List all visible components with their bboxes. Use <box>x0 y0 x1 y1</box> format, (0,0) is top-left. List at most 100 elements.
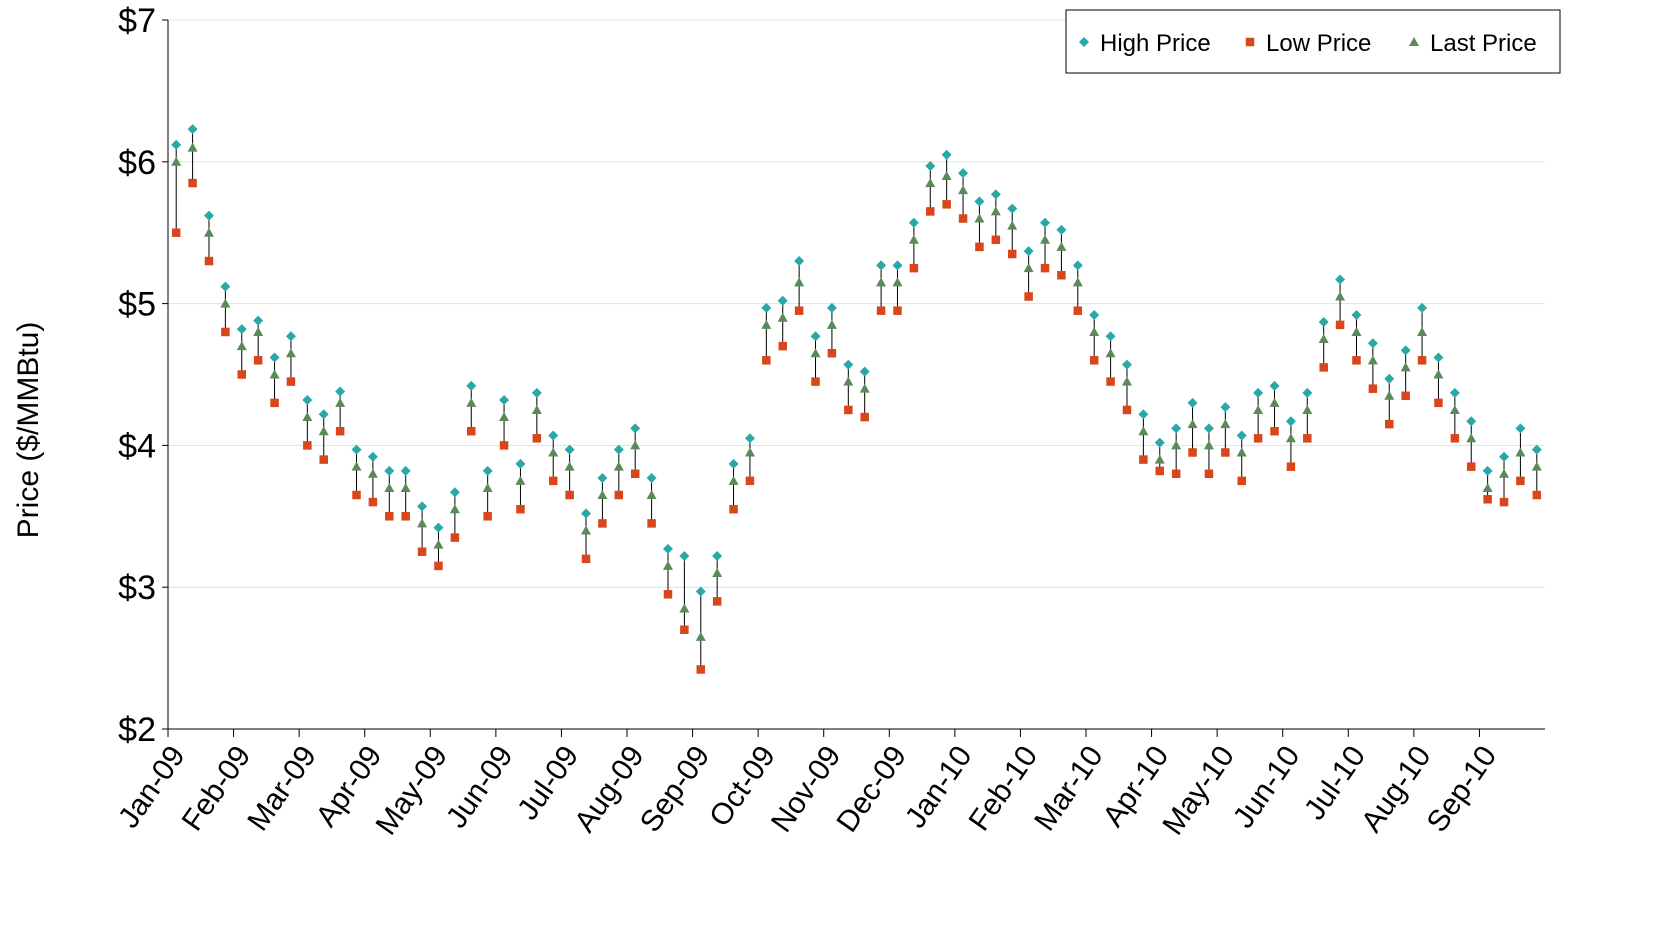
last-marker <box>1269 397 1280 407</box>
low-marker <box>1385 419 1394 429</box>
low-marker <box>778 341 787 351</box>
last-marker <box>1040 234 1051 244</box>
low-marker <box>188 178 197 188</box>
low-marker <box>1171 469 1181 479</box>
last-marker <box>1466 433 1477 443</box>
last-marker <box>384 482 395 492</box>
last-marker <box>466 397 477 407</box>
low-marker <box>860 412 869 422</box>
last-marker <box>1105 348 1116 358</box>
last-marker <box>1449 404 1460 414</box>
low-marker <box>1499 497 1509 507</box>
high-marker <box>269 352 280 363</box>
last-marker <box>744 447 755 457</box>
low-marker <box>253 356 263 365</box>
last-marker <box>1154 454 1165 464</box>
high-marker <box>1138 409 1149 420</box>
low-marker <box>680 625 689 634</box>
x-tick-label: Jun-10 <box>1227 740 1307 834</box>
high-marker <box>1384 373 1395 384</box>
high-marker <box>351 444 362 455</box>
high-marker <box>220 281 231 292</box>
low-marker <box>1024 292 1033 301</box>
high-marker <box>302 395 313 406</box>
low-marker <box>467 426 476 436</box>
low-marker <box>548 476 558 486</box>
last-marker <box>581 525 592 535</box>
last-marker <box>236 341 247 351</box>
last-marker <box>564 461 575 471</box>
high-marker <box>1499 451 1510 462</box>
low-marker <box>1188 448 1197 457</box>
low-marker <box>598 519 607 528</box>
high-marker <box>777 295 788 306</box>
last-marker <box>925 178 936 188</box>
x-tick-label: Feb-10 <box>963 740 1045 837</box>
low-marker <box>516 504 525 514</box>
last-marker <box>335 397 346 407</box>
low-marker <box>204 256 214 266</box>
low-marker <box>1368 384 1378 393</box>
high-marker <box>1302 387 1313 398</box>
low-marker <box>450 533 460 542</box>
low-marker <box>729 504 738 514</box>
last-marker <box>1007 220 1018 230</box>
last-marker <box>171 156 182 166</box>
low-marker <box>565 490 574 500</box>
x-tick-label: Feb-09 <box>176 740 258 837</box>
high-marker <box>744 433 755 444</box>
low-marker <box>1352 356 1361 365</box>
y-tick-label: $3 <box>118 569 156 607</box>
high-marker <box>384 465 395 476</box>
legend-marker <box>1245 37 1255 47</box>
low-marker <box>663 590 673 599</box>
last-marker <box>1367 355 1378 365</box>
high-marker <box>285 331 296 342</box>
last-marker <box>351 461 362 471</box>
last-marker <box>449 504 460 514</box>
last-marker <box>1056 241 1067 251</box>
last-marker <box>1499 468 1510 478</box>
last-marker <box>777 312 788 322</box>
high-marker <box>1335 274 1346 285</box>
last-marker <box>1236 447 1247 457</box>
high-marker <box>1121 359 1132 370</box>
high-marker <box>859 366 870 377</box>
low-marker <box>1286 462 1296 471</box>
last-marker <box>646 490 657 500</box>
x-tick-label: Dec-09 <box>831 740 914 838</box>
high-marker <box>187 124 198 135</box>
last-marker <box>1335 291 1346 301</box>
last-marker <box>417 518 428 528</box>
high-marker <box>1105 331 1116 342</box>
last-marker <box>1171 440 1182 450</box>
high-marker <box>1089 309 1100 320</box>
last-marker <box>220 298 231 308</box>
low-marker <box>368 497 378 507</box>
low-marker <box>1089 356 1099 365</box>
last-marker <box>613 461 624 471</box>
last-marker <box>1515 447 1526 457</box>
last-marker <box>318 426 329 436</box>
high-marker <box>515 458 526 469</box>
legend-item: Low Price <box>1245 30 1371 57</box>
low-marker <box>385 512 394 521</box>
legend-label: High Price <box>1100 30 1211 57</box>
high-marker <box>236 324 247 335</box>
high-marker <box>548 430 559 441</box>
high-marker <box>1007 203 1018 214</box>
high-marker <box>1023 246 1034 257</box>
legend-item: Last Price <box>1409 30 1537 57</box>
high-marker <box>826 302 837 313</box>
last-marker <box>1302 404 1313 414</box>
low-marker <box>647 519 656 528</box>
last-marker <box>859 383 870 393</box>
low-marker <box>893 306 902 315</box>
high-marker <box>613 444 624 455</box>
low-marker <box>1073 306 1083 315</box>
y-tick-label: $7 <box>118 2 156 40</box>
low-marker <box>1221 448 1230 457</box>
last-marker <box>1318 334 1329 344</box>
